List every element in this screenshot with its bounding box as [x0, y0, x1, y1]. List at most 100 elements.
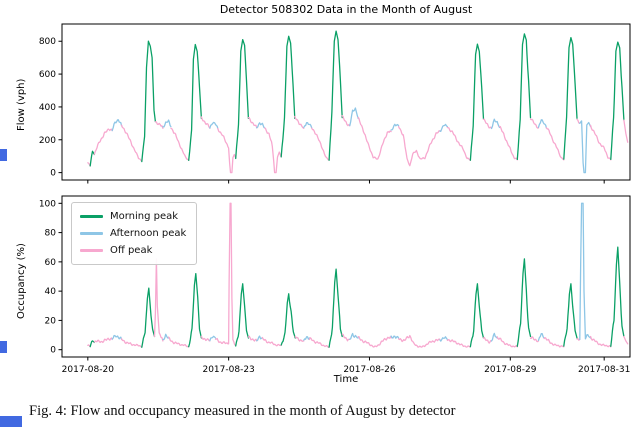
y-tick-label: 0	[50, 169, 56, 179]
x-axis-label: Time	[333, 374, 359, 385]
morning-peak-series-segment	[141, 287, 156, 348]
afternoon-peak-series-segment	[209, 121, 219, 129]
plots-canvas: 0 200 400 600 800 0 20 40 60 80 100 2017-08-20 2017-…	[39, 23, 631, 375]
off-peak-series-segment	[446, 126, 472, 161]
x-tick-label: 2017-08-26	[343, 365, 396, 375]
y-tick-label: 20	[45, 316, 57, 326]
morning-peak-series-segment	[469, 43, 485, 161]
off-peak-series-segment	[529, 118, 540, 129]
occupancy-y-axis-label: Occupancy (%)	[16, 243, 27, 319]
off-peak-series-segment	[576, 118, 581, 124]
afternoon-peak-series-segment	[303, 336, 311, 341]
off-peak-series-segment	[496, 336, 518, 348]
y-tick-label: 0	[50, 346, 56, 356]
morning-peak-series-segment	[89, 150, 96, 167]
morning-peak-series-segment	[516, 258, 532, 347]
off-peak-series-segment	[482, 118, 493, 129]
afternoon-peak-series-segment	[111, 119, 123, 132]
off-peak-series-segment	[543, 337, 565, 348]
legend-label: Afternoon peak	[110, 228, 187, 239]
off-peak-series-segment	[200, 335, 211, 342]
off-peak-series-segment	[170, 127, 190, 161]
off-peak-series-segment	[214, 202, 237, 346]
off-peak-series-segment	[93, 337, 113, 344]
afternoon-peak-series-segment	[349, 107, 359, 127]
off-peak-series-segment	[93, 128, 113, 155]
morning-peak-series-segment	[328, 30, 343, 161]
morning-peak-series-segment	[328, 268, 343, 348]
y-tick-label: 80	[45, 229, 57, 239]
off-peak-series-segment	[294, 115, 305, 129]
y-tick-label: 200	[39, 136, 56, 146]
morning-peak-series-segment	[563, 36, 578, 160]
y-tick-label: 100	[39, 199, 56, 209]
off-peak-series-segment	[294, 335, 305, 342]
afternoon-peak-series-segment	[111, 334, 123, 341]
afternoon-peak-series-segment	[579, 120, 592, 174]
off-peak-series-segment	[167, 336, 190, 348]
afternoon-peak-series-segment	[439, 336, 449, 342]
off-peak-series-segment	[200, 116, 211, 129]
afternoon-peak-series-segment	[390, 123, 400, 131]
afternoon-peak-series-segment	[162, 119, 172, 128]
legend-item-morning-peak: Morning peak	[80, 208, 186, 225]
off-peak-series-segment	[264, 127, 282, 174]
morning-peak-series-segment	[610, 41, 625, 160]
off-peak-series-segment	[341, 115, 351, 127]
morning-peak-line-swatch	[80, 215, 103, 218]
off-peak-series-segment	[341, 333, 351, 342]
plot-spines	[61, 23, 631, 181]
off-peak-series-segment	[153, 258, 164, 342]
figure-caption: Fig. 4: Flow and occupancy measured in t…	[29, 403, 456, 419]
legend-item-off-peak: Off peak	[80, 242, 186, 259]
off-peak-series-segment	[589, 335, 612, 348]
morning-peak-series-segment	[235, 38, 250, 160]
x-tick-label: 2017-08-29	[484, 365, 537, 375]
off-peak-series-segment	[397, 125, 441, 167]
y-tick-label: 400	[39, 103, 56, 113]
legend-label: Morning peak	[110, 211, 179, 222]
morning-peak-series-segment	[188, 272, 203, 348]
pdf-link-artifact	[0, 341, 7, 353]
morning-peak-series-segment	[89, 340, 96, 348]
off-peak-series-segment	[247, 116, 258, 129]
plot-spines	[61, 195, 631, 358]
legend-label: Off peak	[110, 245, 153, 256]
x-tick-label: 2017-08-23	[202, 365, 254, 375]
off-peak-series-segment	[357, 116, 392, 160]
morning-peak-series-segment	[188, 43, 203, 161]
afternoon-peak-series-segment	[349, 332, 359, 340]
figure-title: Detector 508302 Data in the Month of Aug…	[219, 3, 473, 16]
off-peak-line-swatch	[80, 249, 103, 252]
off-peak-series-segment	[498, 125, 518, 161]
morning-peak-series-segment	[610, 246, 625, 347]
off-peak-series-segment	[308, 337, 330, 348]
off-peak-series-segment	[446, 339, 472, 348]
y-tick-label: 40	[45, 287, 57, 297]
off-peak-series-segment	[311, 127, 330, 161]
afternoon-peak-series-segment	[162, 333, 170, 341]
off-peak-series-segment	[623, 335, 629, 345]
off-peak-series-segment	[217, 127, 237, 174]
pdf-link-artifact	[0, 149, 7, 161]
flow-y-axis-label: Flow (vph)	[16, 78, 27, 131]
pdf-link-artifact	[0, 416, 22, 427]
off-peak-series-segment	[529, 336, 540, 343]
off-peak-series-segment	[154, 121, 164, 129]
morning-peak-series-segment	[280, 293, 296, 346]
afternoon-peak-series-segment	[209, 335, 217, 342]
x-tick-label: 2017-08-31	[578, 365, 630, 375]
afternoon-peak-series-segment	[256, 122, 266, 129]
morning-peak-series-segment	[469, 283, 485, 348]
afternoon-peak-line-swatch	[80, 232, 103, 235]
legend: Morning peak Afternoon peak Off peak	[71, 202, 198, 265]
off-peak-series-segment	[589, 124, 612, 161]
off-peak-series-segment	[623, 119, 629, 143]
off-peak-series-segment	[397, 334, 441, 348]
y-tick-label: 60	[45, 258, 57, 268]
x-tick-label: 2017-08-20	[62, 365, 115, 375]
afternoon-peak-series-segment	[490, 332, 498, 342]
afternoon-peak-series-segment	[537, 119, 548, 129]
off-peak-series-segment	[261, 336, 282, 347]
off-peak-series-segment	[545, 127, 565, 161]
